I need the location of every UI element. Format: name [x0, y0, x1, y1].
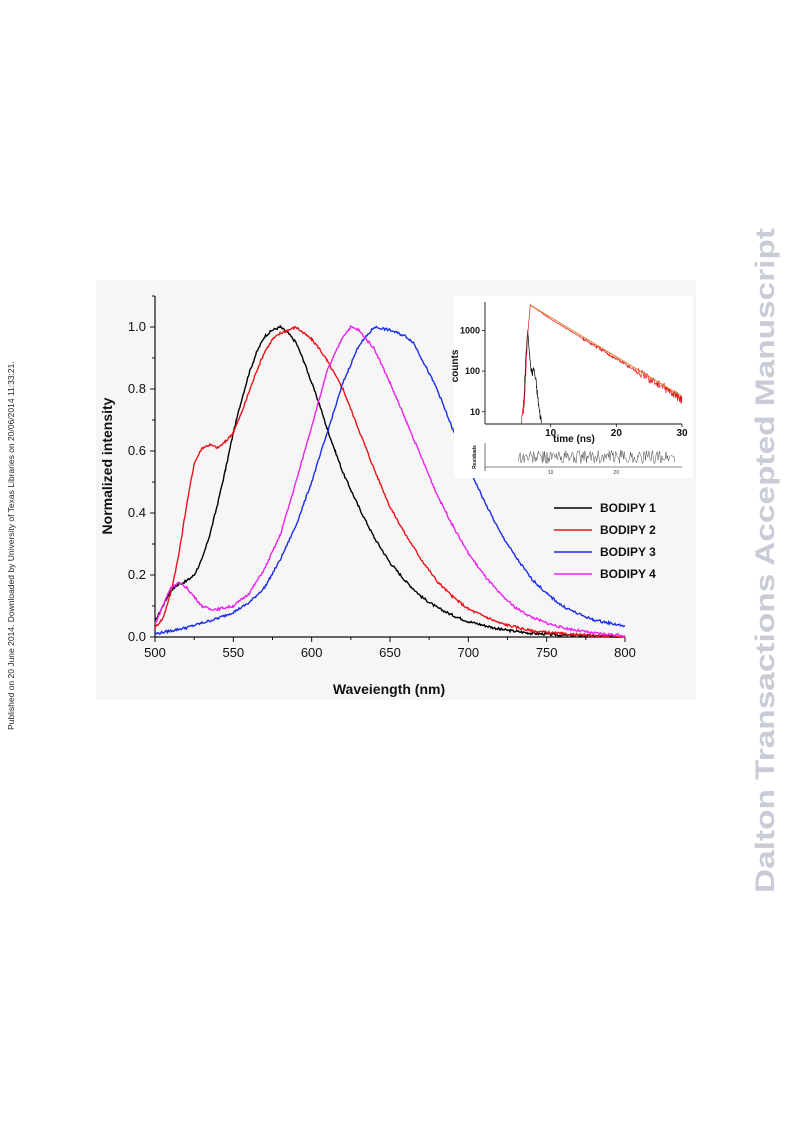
- inset-y-axis-label: counts: [450, 349, 461, 382]
- inset-y-tick-label: 10: [470, 407, 480, 417]
- series-line-2: [154, 325, 626, 639]
- inset-decay-series-1: [522, 330, 542, 424]
- figure: Waveiength (nm) Normalized intensity 500…: [96, 280, 696, 700]
- side-note-text: Published on 20 June 2014. Downloaded by…: [6, 361, 16, 730]
- main-x-axis-label: Waveiength (nm): [333, 681, 445, 697]
- lifetime-inset: time (ns) counts Residuals 10 20 30 10 100 10…: [450, 296, 693, 478]
- inset-fit-line: [530, 304, 683, 397]
- watermark-text: Dalton Transactions Accepted Manuscript: [750, 228, 780, 893]
- inset-x-tick-label: 20: [611, 428, 623, 439]
- main-chart: Waveiength (nm) Normalized intensity 500…: [99, 295, 656, 697]
- series-line-4: [154, 324, 626, 638]
- main-x-tick-label: 800: [614, 645, 636, 660]
- main-y-tick-label: 0.2: [128, 567, 146, 582]
- main-y-axis-label: Normalized intensity: [99, 397, 115, 534]
- main-y-tick-label: 0.6: [128, 443, 146, 458]
- residuals-x-tick-label: 20: [614, 470, 620, 476]
- main-x-tick-label: 750: [536, 645, 558, 660]
- side-note: Published on 20 June 2014. Downloaded by…: [4, 300, 18, 730]
- inset-x-tick-label: 30: [676, 428, 688, 439]
- main-x-tick-label: 700: [457, 645, 479, 660]
- legend-label-4: BODIPY 4: [600, 567, 656, 581]
- main-y-tick-label: 0.4: [128, 505, 146, 520]
- inset-y-tick-label: 1000: [460, 325, 480, 335]
- main-x-tick-label: 650: [379, 645, 401, 660]
- legend-label-2: BODIPY 2: [600, 523, 656, 537]
- figure-svg: Waveiength (nm) Normalized intensity 500…: [96, 280, 696, 700]
- main-x-tick-label: 550: [222, 645, 244, 660]
- inset-background: [454, 296, 693, 478]
- main-y-tick-label: 1.0: [128, 319, 146, 334]
- watermark: Dalton Transactions Accepted Manuscript: [744, 225, 780, 895]
- inset-y-tick-label: 100: [465, 366, 480, 376]
- main-y-tick-label: 0.0: [128, 629, 146, 644]
- residuals-axis-label: Residuals: [472, 445, 478, 469]
- inset-x-tick-label: 10: [545, 428, 557, 439]
- main-y-tick-label: 0.8: [128, 381, 146, 396]
- inset-x-axis-label: time (ns): [553, 434, 595, 445]
- residuals-x-tick-label: 10: [548, 470, 554, 476]
- legend-label-3: BODIPY 3: [600, 545, 656, 559]
- series-line-1: [154, 324, 626, 638]
- legend-label-1: BODIPY 1: [600, 501, 656, 515]
- main-x-tick-label: 600: [301, 645, 323, 660]
- main-x-tick-label: 500: [144, 645, 166, 660]
- series-line-3: [154, 325, 626, 635]
- residuals-series: [517, 449, 675, 465]
